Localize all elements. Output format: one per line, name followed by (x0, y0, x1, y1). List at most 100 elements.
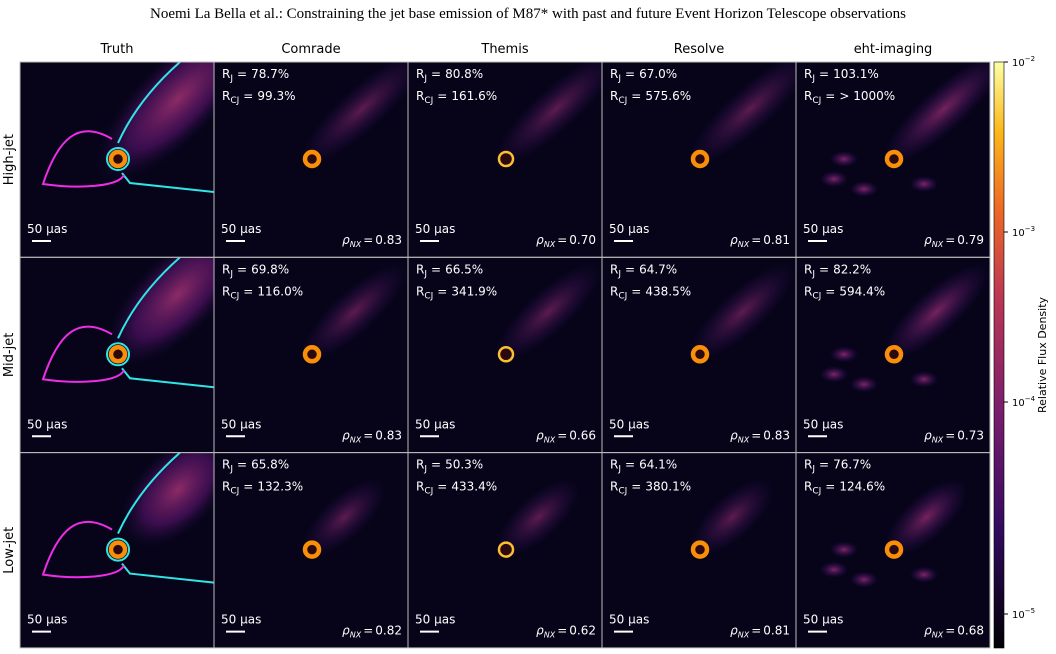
colorbar-label: Relative Flux Density (1036, 296, 1049, 413)
cyan-ring (106, 342, 130, 367)
column-title: Themis (480, 42, 528, 57)
stat-subscript: CJ (618, 487, 627, 497)
colorbar-tick-label: 10−3 (1012, 225, 1035, 239)
stat-symbol: R (222, 262, 230, 276)
stat: RJ = 103.1% (804, 67, 879, 84)
stat-symbol: R (416, 262, 424, 276)
stat-value: 78.7% (251, 67, 289, 81)
rho-subscript: NX (738, 435, 750, 444)
equals: = (945, 233, 955, 247)
blob (830, 151, 858, 167)
panel (214, 452, 408, 648)
equals: = (819, 262, 829, 276)
stat-subscript: J (423, 465, 427, 475)
stat-subscript: J (423, 269, 427, 279)
stat-value: 76.7% (833, 458, 871, 472)
stat: RJ = 65.8% (222, 458, 289, 475)
panel (796, 62, 990, 258)
stat-symbol: R (416, 458, 424, 472)
jet (497, 478, 580, 556)
stat: RCJ = > 1000% (804, 89, 895, 106)
ring (108, 540, 128, 559)
equals: = (431, 458, 441, 472)
rho-subscript: NX (350, 435, 362, 444)
stat-symbol: R (610, 89, 618, 103)
colorbar (993, 61, 1005, 649)
equals: = (437, 480, 447, 494)
rho-subscript: NX (932, 240, 944, 249)
stat: RJ = 64.7% (610, 262, 677, 279)
rho: ρNX = 0.68 (924, 624, 984, 640)
stat-subscript: J (617, 465, 621, 475)
rho-symbol: ρ (730, 624, 738, 638)
jet (120, 452, 214, 548)
stat-value: 438.5% (645, 284, 691, 298)
equals: = (363, 624, 373, 638)
rho: ρNX = 0.62 (536, 624, 596, 640)
stat: RCJ = 575.6% (610, 89, 691, 106)
rho-value: 0.70 (569, 233, 596, 247)
stat: RCJ = 341.9% (416, 284, 497, 301)
cyan-contour (117, 257, 214, 389)
equals: = (557, 233, 567, 247)
jet (689, 263, 796, 361)
rho: ρNX = 0.73 (924, 428, 984, 444)
header: Noemi La Bella et al.: Constraining the … (150, 6, 906, 22)
stat: RJ = 50.3% (416, 458, 483, 475)
ring (302, 540, 322, 559)
equals: = (625, 458, 635, 472)
equals: = (557, 428, 567, 442)
scale-bar-label: 50 μas (221, 613, 261, 627)
rho-subscript: NX (738, 240, 750, 249)
ring (690, 345, 710, 364)
stat-subscript: CJ (812, 487, 821, 497)
jet (691, 478, 774, 556)
ring (884, 540, 904, 559)
stat-subscript: J (617, 269, 621, 279)
equals: = (631, 480, 641, 494)
jet (301, 263, 408, 361)
stat-value: 116.0% (257, 284, 303, 298)
rho-value: 0.83 (375, 233, 402, 247)
equals: = (237, 67, 247, 81)
ring (884, 345, 904, 364)
equals: = (945, 428, 955, 442)
ring (497, 150, 515, 168)
stat-symbol: R (222, 480, 230, 494)
stat-subscript: CJ (424, 291, 433, 301)
stat-subscript: J (229, 269, 233, 279)
jet (300, 62, 408, 165)
stat: RJ = 69.8% (222, 262, 289, 279)
colorbar-tick-label: 10−2 (1012, 55, 1035, 69)
stat-value: 575.6% (645, 89, 691, 103)
blob (850, 376, 878, 393)
blob (850, 181, 878, 197)
blob (910, 371, 938, 388)
jet (883, 263, 990, 361)
stat-subscript: CJ (812, 96, 821, 106)
stat-symbol: R (610, 480, 618, 494)
rho: ρNX = 0.66 (536, 428, 596, 444)
stat-value: 124.6% (839, 480, 885, 494)
scale-bar-label: 50 μas (27, 222, 67, 236)
rho-symbol: ρ (342, 428, 350, 442)
scale-bar-label: 50 μas (609, 222, 649, 236)
tick-base: 10 (1012, 610, 1025, 621)
jet (303, 478, 386, 556)
stat-symbol: R (222, 89, 230, 103)
stat-value: 103.1% (833, 67, 879, 81)
stat-value: 69.8% (251, 262, 289, 276)
stat: RCJ = 99.3% (222, 89, 295, 106)
row-label: Low-jet (2, 527, 17, 574)
ring (302, 345, 322, 364)
tick-base: 10 (1012, 58, 1025, 69)
magenta-contour (41, 130, 125, 188)
equals: = (243, 480, 253, 494)
panel (602, 452, 796, 648)
ring (884, 149, 904, 169)
jet (882, 62, 990, 165)
panel (408, 62, 602, 258)
rho-value: 0.62 (569, 624, 596, 638)
equals: = (625, 262, 635, 276)
rho-subscript: NX (932, 631, 944, 640)
